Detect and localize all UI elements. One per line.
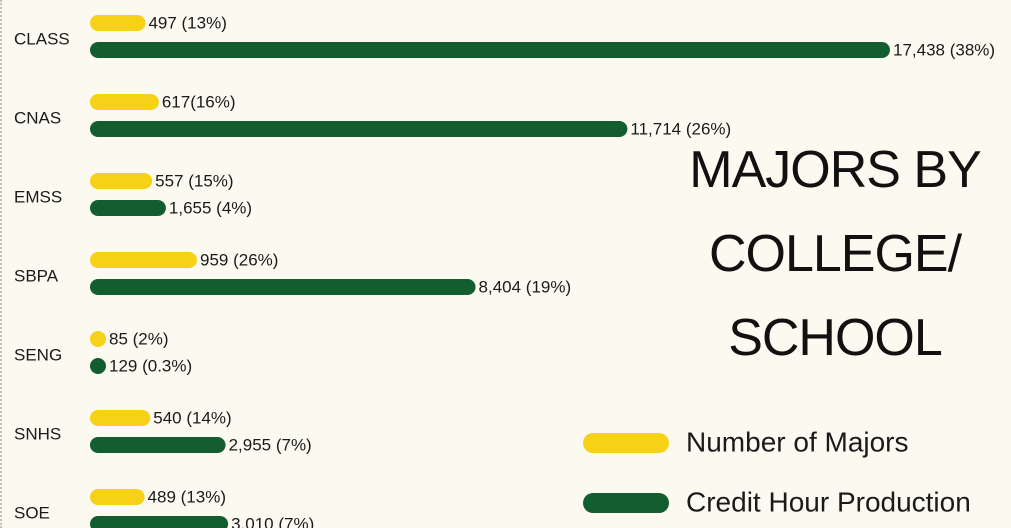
legend-swatch xyxy=(583,433,669,453)
category-label: SENG xyxy=(14,345,62,364)
bar xyxy=(90,410,151,426)
value-label: 1,655 (4%) xyxy=(169,198,252,217)
value-label: 11,714 (26%) xyxy=(630,119,731,138)
legend-label: Number of Majors xyxy=(686,426,909,457)
value-label: 2,955 (7%) xyxy=(229,435,312,454)
legend-label: Credit Hour Production xyxy=(686,486,971,517)
legend-swatch xyxy=(583,493,669,513)
chart-title: MAJORS BY COLLEGE/ SCHOOL xyxy=(689,141,982,367)
value-label: 17,438 (38%) xyxy=(893,40,995,59)
bar xyxy=(90,358,106,374)
value-label: 489 (13%) xyxy=(148,487,226,506)
value-label: 540 (14%) xyxy=(153,408,231,427)
value-label: 129 (0.3%) xyxy=(109,356,192,375)
value-label: 959 (26%) xyxy=(200,250,278,269)
category-label: EMSS xyxy=(14,187,62,206)
bar xyxy=(90,279,476,295)
value-label: 497 (13%) xyxy=(148,13,226,32)
bar xyxy=(90,15,146,31)
bar xyxy=(90,121,628,137)
bar xyxy=(90,437,226,453)
value-label: 3,010 (7%) xyxy=(231,514,314,528)
bar xyxy=(90,331,106,347)
bar xyxy=(90,516,229,528)
category-label: CNAS xyxy=(14,108,61,127)
category-label: CLASS xyxy=(14,29,70,48)
category-label: SNHS xyxy=(14,424,61,443)
value-label: 557 (15%) xyxy=(155,171,233,190)
bar xyxy=(90,173,153,189)
bar xyxy=(90,42,890,58)
bar xyxy=(90,200,166,216)
bar xyxy=(90,252,197,268)
value-label: 8,404 (19%) xyxy=(479,277,572,296)
category-label: SOE xyxy=(14,503,50,522)
value-label: 617(16%) xyxy=(162,92,236,111)
bar xyxy=(90,94,159,110)
category-label: SBPA xyxy=(14,266,59,285)
value-label: 85 (2%) xyxy=(109,329,169,348)
bar xyxy=(90,489,145,505)
